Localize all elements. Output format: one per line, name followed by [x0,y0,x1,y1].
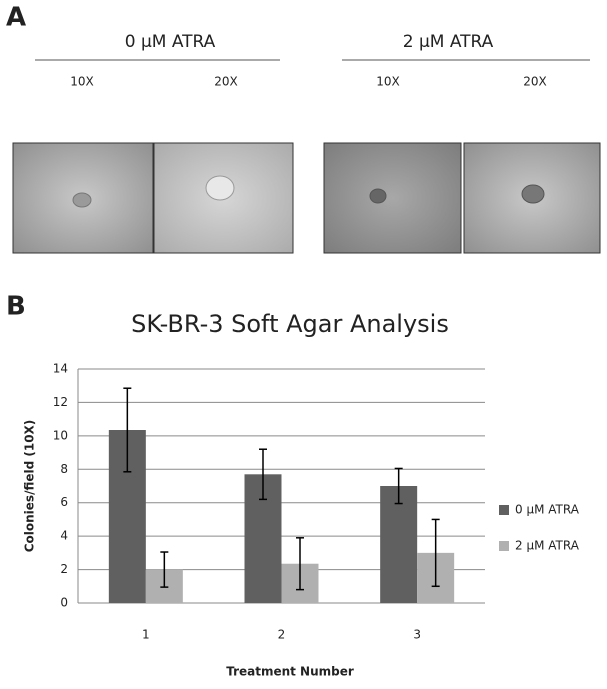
error-bar [431,518,440,588]
magnification: 10X [376,75,400,89]
y-tick-label: 6 [60,495,68,509]
y-tick-label: 4 [60,529,68,543]
x-tick-label: 2 [278,628,286,642]
panel-label: A [6,3,26,33]
legend-label: 0 μM ATRA [515,503,580,517]
y-tick-label: 2 [60,562,68,576]
legend-label: 2 μM ATRA [515,539,580,553]
panel-label: B [6,292,26,322]
magnification: 20X [523,75,547,89]
error-bar [123,387,132,473]
error-bar [160,551,169,588]
legend-swatch [499,505,509,515]
y-tick-label: 10 [53,428,68,442]
magnification: 20X [214,75,238,89]
chart-title: SK-BR-3 Soft Agar Analysis [131,310,449,338]
bar [380,486,418,603]
error-bar [296,537,304,591]
group-title: 2 μM ATRA [403,32,494,52]
legend-swatch [499,541,509,551]
x-tick-label: 3 [413,628,421,642]
y-tick-label: 0 [60,596,68,610]
y-axis-label: Colonies/field (10X) [23,420,37,553]
micrographs [12,142,601,254]
y-tick-label: 14 [53,362,68,376]
error-bar [394,467,403,505]
error-bar [259,448,267,501]
y-tick-label: 8 [60,462,68,476]
magnification: 10X [70,75,94,89]
x-axis-label: Treatment Number [226,665,354,679]
x-tick-label: 1 [142,628,150,642]
y-tick-label: 12 [53,395,68,409]
group-title: 0 μM ATRA [125,32,216,52]
